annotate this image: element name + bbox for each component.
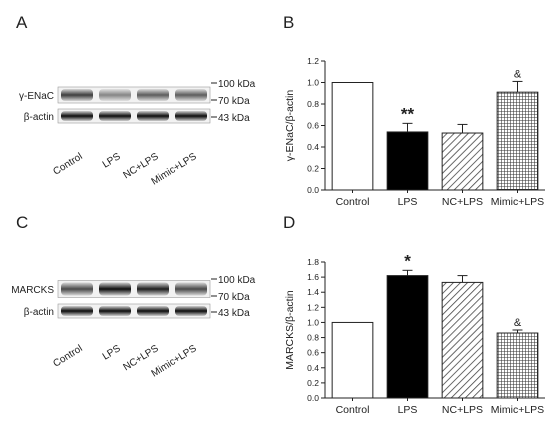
kda-marker: 70 kDa	[218, 292, 250, 303]
y-tick-label: 0.0	[307, 393, 319, 403]
kda-marker: 100 kDa	[218, 275, 256, 286]
panel-letter: B	[283, 13, 294, 32]
blot-row-label: γ-ENaC	[19, 91, 54, 102]
blot-row-label: β-actin	[24, 307, 54, 318]
y-axis-label: γ-ENaC/β-actin	[284, 90, 296, 162]
bar	[331, 82, 374, 191]
y-tick-label: 0.6	[307, 348, 319, 358]
y-tick-label: 1.2	[307, 56, 319, 66]
y-tick-label: 0.0	[307, 185, 319, 195]
blot-band	[175, 89, 207, 101]
blot-strip	[57, 303, 211, 319]
blot-band	[175, 282, 207, 296]
bar	[441, 132, 484, 191]
y-tick-label: 1.2	[307, 302, 319, 312]
bar	[441, 281, 484, 399]
bar	[386, 131, 429, 191]
y-tick-label: 0.4	[307, 142, 319, 152]
lane-label: Control	[51, 151, 84, 177]
blot-strip	[57, 108, 211, 124]
kda-marker: 43 kDa	[218, 113, 250, 124]
blot-band	[61, 89, 93, 101]
blot-row-label: MARCKS	[11, 285, 54, 296]
significance-mark: &	[514, 317, 522, 329]
blot-band	[137, 306, 169, 316]
lane-label: LPS	[101, 151, 123, 171]
significance-mark: &	[514, 68, 522, 80]
panel-letter-a: A	[16, 13, 28, 32]
significance-mark: *	[404, 251, 411, 270]
lane-label: Control	[51, 343, 84, 369]
bar	[496, 91, 539, 191]
blot-band	[61, 306, 93, 316]
western-blot-c: MARCKS β-actin 100 kDa 70 kDa 43 kDa Control L…	[11, 275, 255, 379]
x-tick-label: Control	[336, 404, 370, 416]
y-tick-label: 0.4	[307, 363, 319, 373]
blot-band	[137, 111, 169, 121]
bar-chart-b: B 0.0 0.2 0.4 0.6 0.8 1.0 1.2 γ-ENaC/β-actin Cont…	[283, 13, 545, 208]
blot-band	[99, 282, 131, 296]
y-tick-label: 0.2	[307, 378, 319, 388]
bar	[496, 332, 539, 399]
y-tick-label: 1.4	[307, 287, 319, 297]
bar	[331, 321, 374, 399]
y-tick-label: 0.6	[307, 121, 319, 131]
blot-band	[175, 111, 207, 121]
lane-label: LPS	[101, 343, 123, 363]
blot-band	[137, 89, 169, 101]
blot-band	[61, 111, 93, 121]
blot-band	[99, 111, 131, 121]
y-tick-label: 1.0	[307, 317, 319, 327]
x-tick-label: LPS	[398, 404, 418, 416]
y-tick-label: 0.2	[307, 164, 319, 174]
blot-band	[99, 306, 131, 316]
western-blot-a: γ-ENaC β-actin 100 kDa 70 kDa 43 kDa Control L…	[19, 79, 256, 187]
x-tick-label: LPS	[398, 196, 418, 208]
x-tick-label: Mimic+LPS	[491, 196, 544, 208]
x-tick-label: NC+LPS	[442, 404, 483, 416]
blot-band	[61, 282, 93, 296]
y-axis-label: MARCKS/β-actin	[284, 290, 296, 370]
blot-row-label: β-actin	[24, 112, 54, 123]
kda-marker: 70 kDa	[218, 96, 250, 107]
y-tick-label: 1.0	[307, 78, 319, 88]
x-tick-label: Mimic+LPS	[491, 404, 544, 416]
blot-band	[175, 306, 207, 316]
y-tick-label: 0.8	[307, 99, 319, 109]
bar	[386, 275, 429, 399]
blot-band	[137, 282, 169, 296]
panel-letter-c: C	[16, 213, 28, 232]
blot-strip	[57, 86, 211, 104]
y-tick-label: 1.8	[307, 257, 319, 267]
bar-chart-d: D 0.0 0.2 0.4 0.6 0.8 1.0 1.2 1.4 1.6 1.8 MARCKS/β-…	[283, 213, 545, 416]
kda-marker: 43 kDa	[218, 308, 250, 319]
y-tick-label: 1.6	[307, 272, 319, 282]
significance-mark: **	[401, 104, 415, 123]
blot-band	[99, 89, 131, 101]
y-tick-label: 0.8	[307, 333, 319, 343]
kda-marker: 100 kDa	[218, 79, 256, 90]
panel-letter: D	[283, 213, 295, 232]
x-tick-label: Control	[336, 196, 370, 208]
blot-strip	[57, 280, 211, 298]
x-tick-label: NC+LPS	[442, 196, 483, 208]
